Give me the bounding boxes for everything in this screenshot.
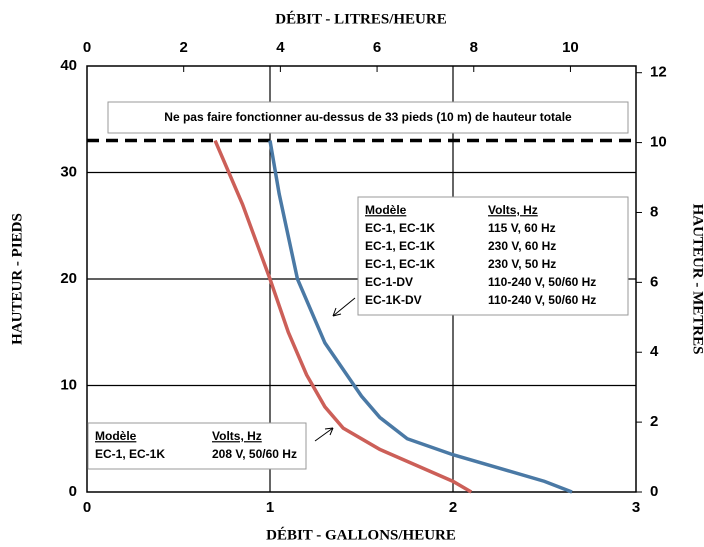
y2-tick-label: 2	[650, 413, 658, 430]
arrow-head	[332, 307, 342, 317]
y2-tick-label: 6	[650, 273, 658, 290]
x2-tick-label: 2	[180, 39, 188, 56]
arrow	[332, 297, 356, 317]
x2-tick-label: 8	[470, 39, 478, 56]
legend-header: Volts, Hz	[488, 203, 538, 217]
x2-tick-label: 6	[373, 39, 381, 56]
legend-cell: EC-1, EC-1K	[95, 447, 165, 461]
arrow-head	[324, 427, 334, 436]
legend-cell: EC-1, EC-1K	[365, 221, 435, 235]
legend-header: Volts, Hz	[212, 429, 262, 443]
annotation-box	[107, 101, 629, 134]
legend-header: Modèle	[95, 429, 137, 443]
legend-cell: EC-1-DV	[365, 275, 413, 289]
legend-cell: 208 V, 50/60 Hz	[212, 447, 297, 461]
legend-box	[357, 196, 629, 316]
legend-cell: EC-1, EC-1K	[365, 239, 435, 253]
legend-cell: EC-1K-DV	[365, 293, 422, 307]
legend-cell: EC-1, EC-1K	[365, 257, 435, 271]
x-tick-label: 2	[449, 499, 457, 516]
y2-tick-label: 12	[650, 64, 667, 81]
x-tick-label: 1	[266, 499, 274, 516]
y-axis-label: HAUTEUR - PIEDS	[9, 213, 25, 345]
legend-cell: 230 V, 50 Hz	[488, 257, 556, 271]
legend-header: Modèle	[365, 203, 407, 217]
legend-cell: 110-240 V, 50/60 Hz	[488, 293, 596, 307]
y-tick-label: 10	[60, 376, 77, 393]
legend-box	[87, 422, 307, 470]
plot-frame	[86, 65, 637, 493]
annotation: Ne pas faire fonctionner au-dessus de 33…	[164, 110, 572, 124]
x2-tick-label: 0	[83, 39, 91, 56]
curve	[213, 139, 473, 494]
x2-axis-label: DÉBIT - LITRES/HEURE	[275, 10, 446, 27]
y-tick-label: 0	[69, 483, 77, 500]
y-tick-label: 40	[60, 57, 77, 74]
x-axis-label: DÉBIT - GALLONS/HEURE	[266, 526, 456, 543]
y2-tick-label: 4	[650, 343, 659, 360]
x2-tick-label: 10	[562, 39, 579, 56]
legend-cell: 115 V, 60 Hz	[488, 221, 556, 235]
arrow	[314, 427, 334, 442]
curve	[268, 140, 573, 494]
y2-tick-label: 8	[650, 203, 658, 220]
y2-tick-label: 10	[650, 134, 667, 151]
y-tick-label: 20	[60, 270, 77, 287]
x-tick-label: 0	[83, 499, 91, 516]
x-tick-label: 3	[632, 499, 640, 516]
y2-axis-label: HAUTEUR - MÈTRES	[690, 204, 704, 355]
y-tick-label: 30	[60, 163, 77, 180]
legend-cell: 230 V, 60 Hz	[488, 239, 556, 253]
legend-cell: 110-240 V, 50/60 Hz	[488, 275, 596, 289]
y2-tick-label: 0	[650, 483, 658, 500]
x2-tick-label: 4	[276, 39, 285, 56]
